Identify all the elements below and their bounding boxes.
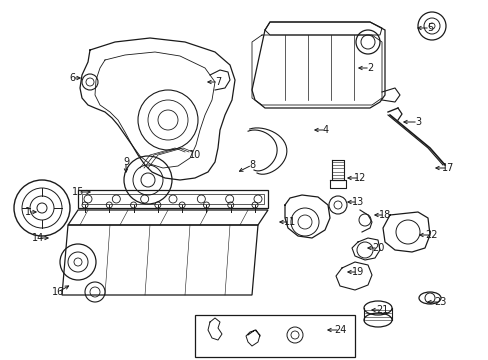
Text: 12: 12 [353,173,366,183]
Bar [195,315,354,357]
Text: 8: 8 [248,160,255,170]
Text: 23: 23 [433,297,445,307]
Text: 9: 9 [122,157,129,167]
Text: 11: 11 [284,217,296,227]
Text: 21: 21 [375,305,387,315]
Text: 4: 4 [322,125,328,135]
Text: 13: 13 [351,197,364,207]
Text: 7: 7 [214,77,221,87]
Bar [82,194,264,204]
Text: 19: 19 [351,267,364,277]
Text: 20: 20 [371,243,384,253]
Bar [78,190,267,208]
Text: 24: 24 [333,325,346,335]
Text: 5: 5 [426,23,432,33]
Text: 3: 3 [414,117,420,127]
Text: 17: 17 [441,163,453,173]
Text: 10: 10 [188,150,201,160]
Text: 15: 15 [72,187,84,197]
Text: 2: 2 [366,63,372,73]
Text: 6: 6 [69,73,75,83]
Text: 18: 18 [378,210,390,220]
Text: 14: 14 [32,233,44,243]
Text: 1: 1 [25,207,31,217]
Text: 22: 22 [425,230,437,240]
Text: 16: 16 [52,287,64,297]
